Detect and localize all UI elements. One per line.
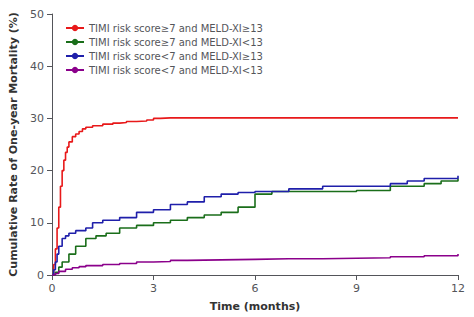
svg-text:Time (months): Time (months) <box>210 300 301 313</box>
svg-text:10: 10 <box>30 216 44 229</box>
svg-text:3: 3 <box>150 282 157 295</box>
svg-text:Cumulative Rate of One-year Mo: Cumulative Rate of One-year Mortality (%… <box>7 12 20 277</box>
svg-text:30: 30 <box>30 112 44 125</box>
svg-text:6: 6 <box>252 282 259 295</box>
svg-text:TIMI risk score≥7 and MELD-XI≥: TIMI risk score≥7 and MELD-XI≥13 <box>88 23 263 34</box>
svg-text:TIMI risk score<7 and MELD-XI<: TIMI risk score<7 and MELD-XI<13 <box>88 65 263 76</box>
svg-text:12: 12 <box>451 282 465 295</box>
svg-text:9: 9 <box>353 282 360 295</box>
svg-text:50: 50 <box>30 8 44 21</box>
svg-text:TIMI risk score≥7 and MELD-XI<: TIMI risk score≥7 and MELD-XI<13 <box>88 37 263 48</box>
svg-text:TIMI risk score<7 and MELD-XI≥: TIMI risk score<7 and MELD-XI≥13 <box>88 51 263 62</box>
svg-text:20: 20 <box>30 164 44 177</box>
svg-text:0: 0 <box>49 282 56 295</box>
svg-text:0: 0 <box>37 269 44 282</box>
svg-text:40: 40 <box>30 60 44 73</box>
